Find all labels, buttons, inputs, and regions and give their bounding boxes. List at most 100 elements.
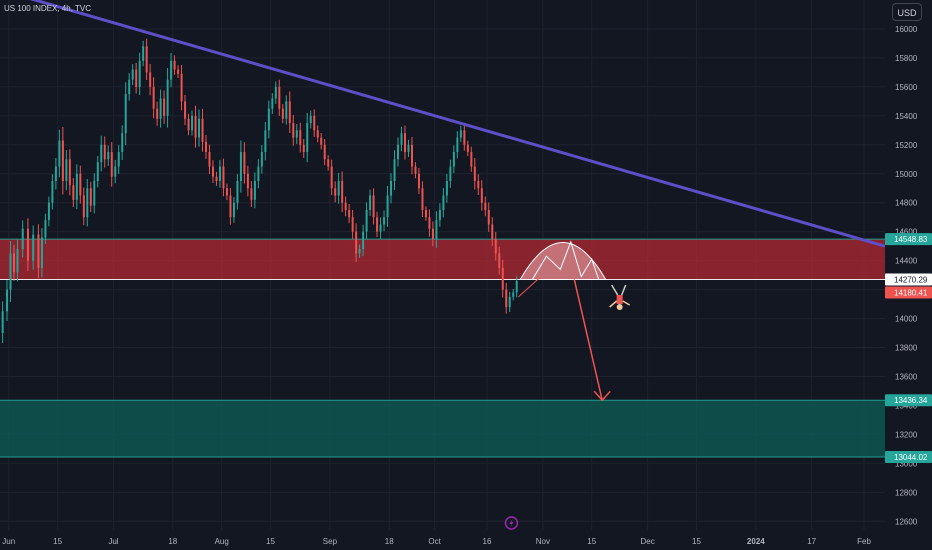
candle-body	[156, 108, 159, 119]
candle-body	[253, 181, 256, 200]
candle	[351, 210, 354, 239]
candle	[82, 187, 85, 226]
candle	[505, 282, 508, 314]
candle	[365, 202, 368, 240]
pattern-arc	[519, 242, 607, 280]
y-tick-label: 14000	[895, 315, 918, 324]
candle	[421, 181, 424, 217]
candle	[445, 173, 448, 203]
y-tick-label: 12600	[895, 517, 918, 526]
candle-body	[442, 195, 445, 210]
candle	[253, 172, 256, 209]
candle	[208, 144, 211, 175]
candle-body	[267, 108, 270, 131]
candle	[281, 104, 284, 124]
candle-body	[299, 130, 302, 145]
candle	[512, 288, 515, 301]
candle-body	[215, 176, 218, 182]
candle-body	[51, 181, 54, 203]
candle	[100, 135, 103, 172]
candle-body	[281, 108, 284, 119]
candle-body	[96, 162, 99, 182]
candle-body	[173, 60, 176, 70]
candle	[299, 122, 302, 153]
x-tick-label: Jul	[108, 537, 118, 546]
candle	[369, 189, 372, 216]
candle-body	[302, 144, 305, 153]
candle	[72, 178, 75, 208]
candle-body	[124, 94, 127, 134]
candle	[215, 171, 218, 186]
candle-body	[131, 69, 134, 80]
candle-body	[285, 101, 288, 119]
lightning-bolt	[509, 519, 514, 527]
candle-body	[236, 181, 239, 203]
figure-arm	[609, 300, 618, 308]
candle	[180, 65, 183, 111]
candle	[198, 109, 201, 147]
candle-body	[400, 133, 403, 145]
candle	[177, 65, 180, 79]
candle	[295, 123, 298, 144]
x-tick-label: 2024	[747, 537, 765, 546]
price-badge-label: 14270.29	[894, 275, 928, 284]
y-tick-label: 13000	[895, 459, 918, 468]
candle-body	[456, 137, 459, 153]
candle	[117, 144, 120, 174]
candle	[96, 155, 99, 188]
candle	[424, 206, 427, 221]
candle	[442, 188, 445, 218]
candle-body	[166, 79, 169, 116]
candle	[187, 113, 190, 136]
candle-body	[187, 118, 190, 131]
candle	[145, 38, 148, 81]
candle-body	[459, 130, 462, 138]
candle-body	[93, 181, 96, 206]
candle	[463, 124, 466, 151]
candle-body	[466, 144, 469, 153]
candle-body	[117, 152, 120, 167]
candle	[21, 220, 24, 258]
candle-body	[410, 144, 413, 167]
candle-body	[271, 98, 274, 109]
candle	[114, 159, 117, 184]
currency-button[interactable]: USD	[892, 3, 922, 21]
candle	[393, 150, 396, 191]
x-tick-label: 16	[483, 537, 492, 546]
candle-body	[480, 188, 483, 203]
candle	[142, 40, 145, 67]
candle	[40, 228, 43, 278]
falling-figure-icon	[609, 284, 631, 310]
candle-body	[473, 166, 476, 182]
candle	[278, 79, 281, 116]
candle	[191, 110, 194, 136]
candle-body	[72, 185, 75, 200]
candle	[135, 62, 138, 94]
candle-body	[438, 209, 441, 221]
candle	[93, 173, 96, 214]
y-tick-label: 15400	[895, 112, 918, 121]
candle-body	[9, 253, 12, 290]
candle-body	[82, 195, 85, 218]
candle-body	[149, 72, 152, 87]
candle-body	[351, 217, 354, 232]
candle-body	[323, 144, 326, 160]
candle-body	[32, 234, 35, 261]
candle	[236, 174, 239, 210]
candle	[372, 188, 375, 225]
candle-body	[508, 296, 511, 307]
candle	[246, 165, 249, 197]
candle-body	[6, 289, 9, 312]
y-tick-label: 14400	[895, 257, 918, 266]
x-tick-label: 15	[266, 537, 275, 546]
candle	[44, 213, 47, 244]
x-tick-label: Aug	[215, 537, 229, 546]
candle	[51, 174, 54, 210]
candle	[274, 81, 277, 104]
candle-body	[327, 159, 330, 167]
candle-body	[246, 173, 249, 189]
candle	[341, 171, 344, 213]
trendline	[29, 0, 886, 248]
candle-body	[232, 202, 235, 218]
